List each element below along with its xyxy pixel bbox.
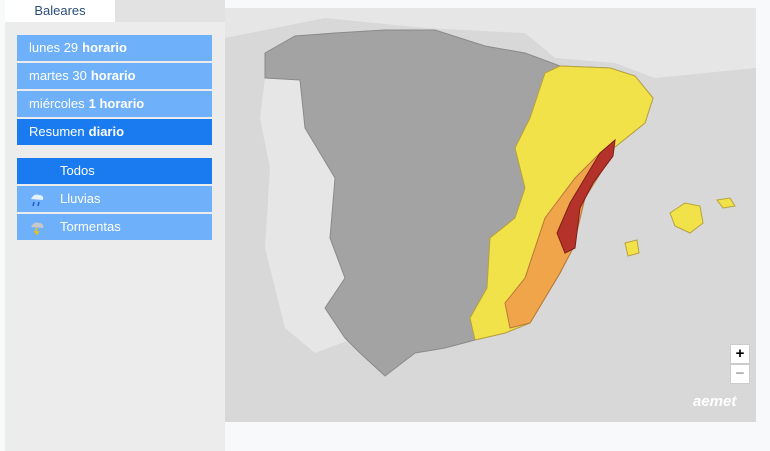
rain-icon [31, 194, 44, 207]
day-label: martes 30 [29, 68, 87, 83]
france [225, 8, 756, 78]
day-label: miércoles [29, 96, 85, 111]
summary-button[interactable]: Resumen diario [17, 119, 212, 145]
ibiza [624, 239, 640, 257]
zoom-out[interactable]: − [730, 364, 750, 384]
tab-inactive[interactable] [115, 0, 225, 22]
zoom-in[interactable]: + [730, 344, 750, 364]
day-bold: 1 horario [88, 96, 145, 111]
summary-label: Resumen [29, 124, 85, 139]
filter-label: Lluvias [60, 191, 101, 206]
portugal [260, 78, 355, 353]
sidebar: Baleares lunes 29 horario martes 30 horari… [5, 0, 225, 451]
red-warning [556, 138, 616, 254]
day-button[interactable]: martes 30 horario [17, 63, 212, 89]
map[interactable]: + − aemet [225, 8, 756, 422]
filter-label: Todos [60, 163, 95, 178]
tab[interactable]: Baleares [5, 0, 115, 22]
day-button[interactable]: miércoles 1 horario [17, 91, 212, 117]
filter-button[interactable]: Lluvias [17, 186, 212, 212]
storm-icon [31, 222, 44, 235]
logo: aemet [693, 393, 737, 410]
menorca [716, 197, 736, 209]
filter-label: Tormentas [60, 219, 121, 234]
filter-button[interactable]: Todos [17, 158, 212, 184]
filter-button[interactable]: Tormentas [17, 214, 212, 240]
mallorca [669, 202, 704, 234]
map-svg [225, 8, 756, 422]
day-button[interactable]: lunes 29 horario [17, 35, 212, 61]
day-label: lunes 29 [29, 40, 79, 55]
day-bold: horario [82, 40, 127, 55]
day-bold: horario [90, 68, 136, 83]
summary-bold: diario [88, 124, 125, 139]
